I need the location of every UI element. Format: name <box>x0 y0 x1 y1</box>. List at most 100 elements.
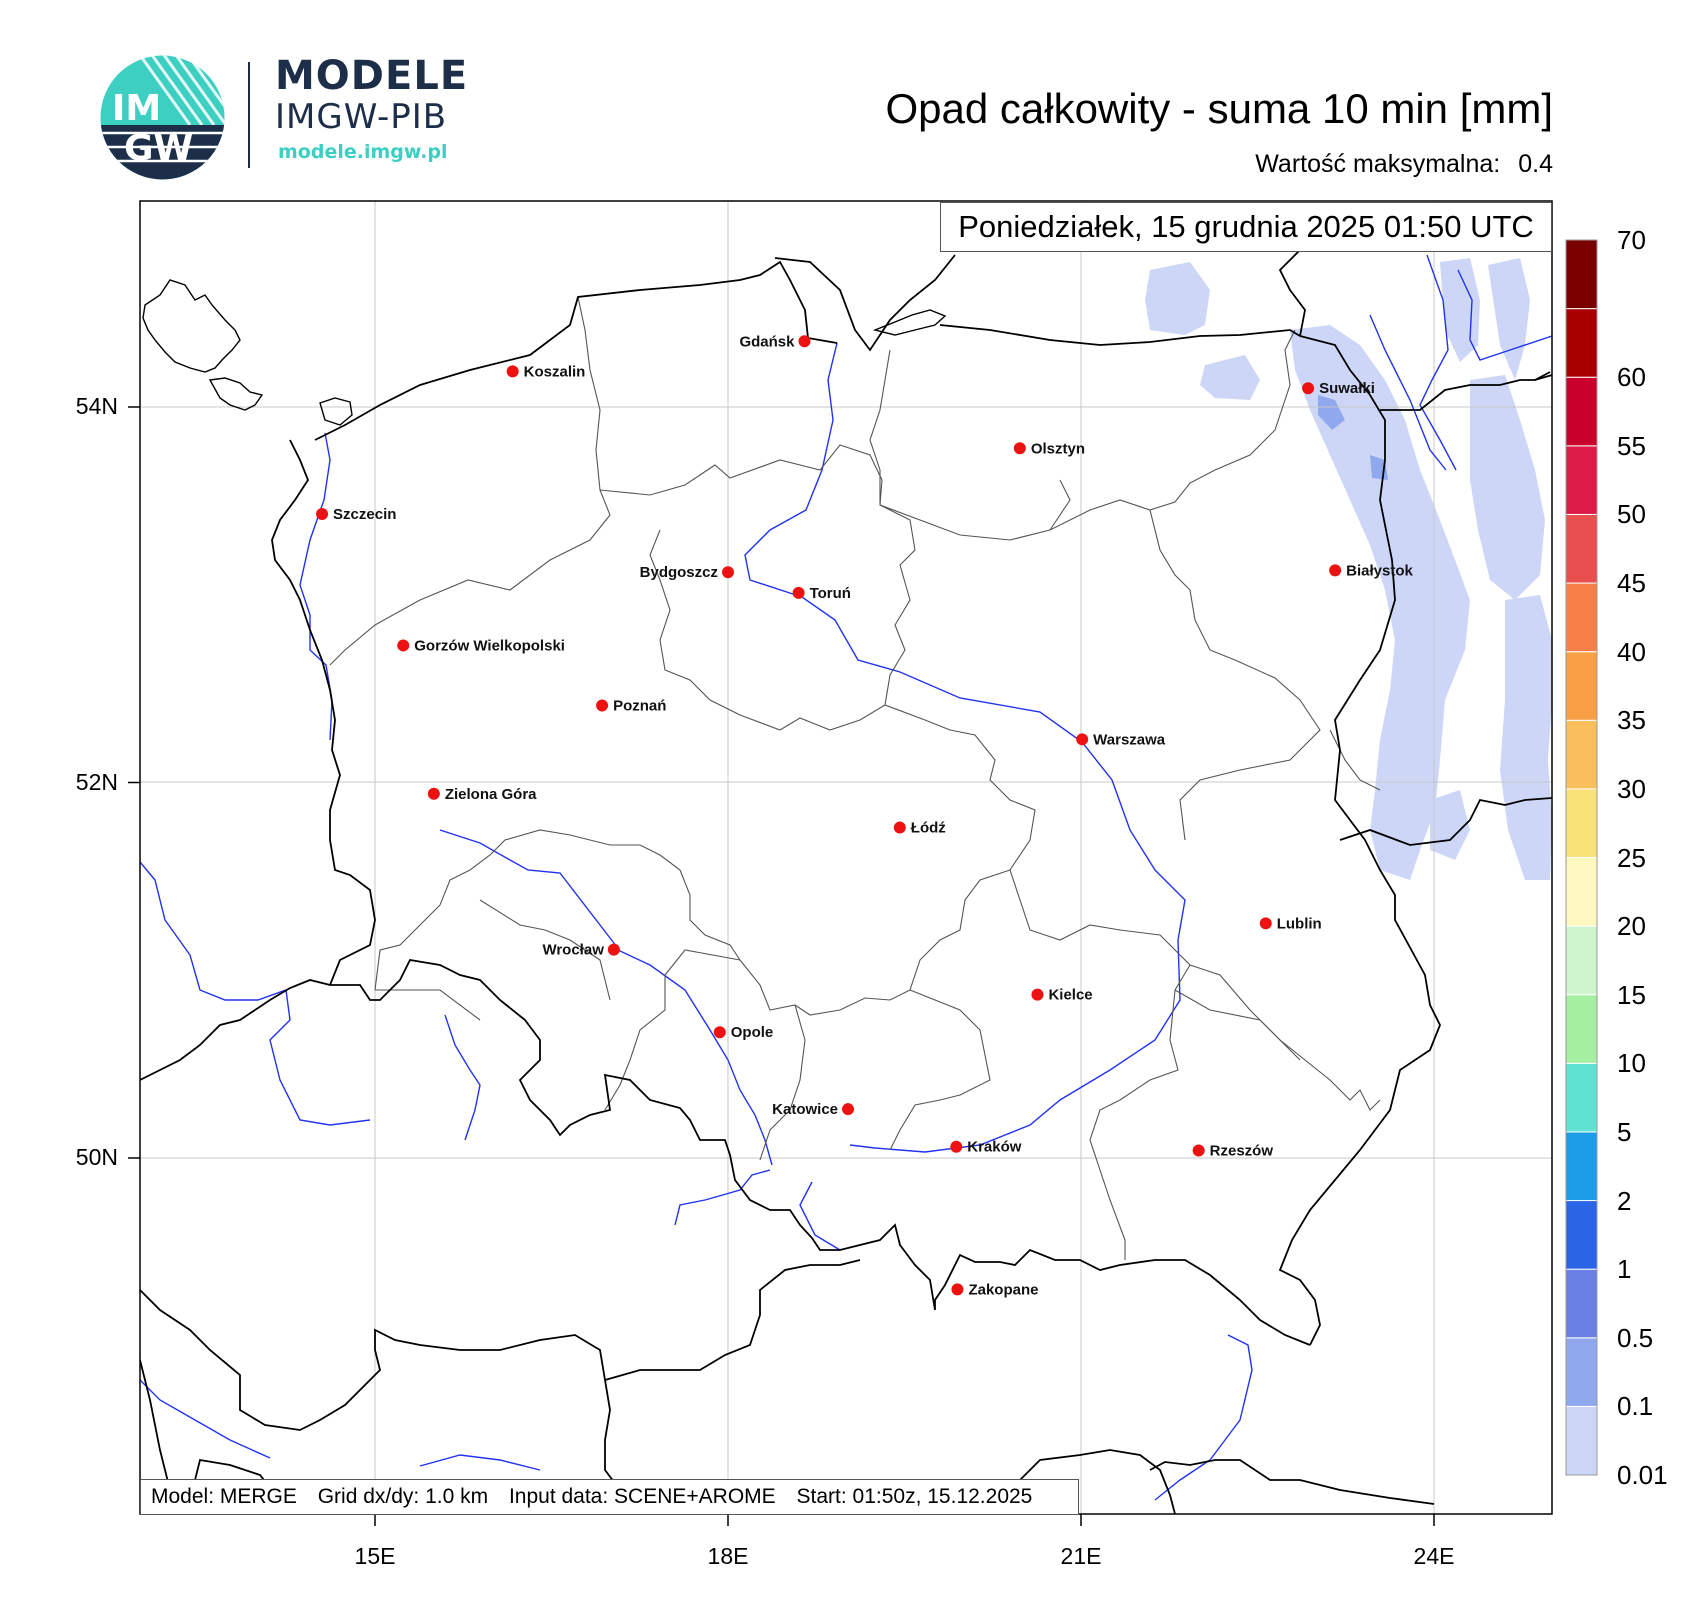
city-warszawa: Warszawa <box>1076 731 1166 748</box>
model-name: Model: MERGE <box>151 1485 297 1508</box>
colorbar-label: 40 <box>1617 636 1646 667</box>
city-katowice: Katowice <box>772 1101 855 1118</box>
imgw-logo: IM GW MODELE IMGW-PIB modele.imgw.pl <box>100 52 480 187</box>
city-label: Opole <box>731 1024 774 1041</box>
precipitation-field <box>1145 258 1552 880</box>
city-label: Katowice <box>772 1101 838 1118</box>
city-zakopane: Zakopane <box>951 1281 1038 1298</box>
city-bialystok: Białystok <box>1329 562 1414 579</box>
city-marker <box>798 335 811 348</box>
colorbar-box <box>1565 513 1598 584</box>
cities-layer: Koszalin Gdańsk Suwałki Olsztyn Szczecin Bydg… <box>316 333 1414 1298</box>
city-gorzow-wielkopolski: Gorzów Wielkopolski <box>397 637 565 654</box>
colorbar-label: 55 <box>1617 430 1646 461</box>
colorbar-box <box>1565 582 1598 653</box>
city-label: Szczecin <box>333 506 396 523</box>
city-kielce: Kielce <box>1031 987 1093 1004</box>
colorbar-label: 15 <box>1617 979 1646 1010</box>
city-label: Zielona Góra <box>445 786 537 803</box>
city-zielona-gora: Zielona Góra <box>427 786 537 803</box>
city-marker <box>842 1103 855 1116</box>
imgw-emblem-icon: IM GW <box>100 55 225 180</box>
colorbar-frame <box>1565 239 1598 1476</box>
colorbar-label: 1 <box>1617 1254 1632 1285</box>
logo-url: modele.imgw.pl <box>278 141 448 163</box>
city-marker <box>1076 733 1089 746</box>
lat-label: 54N <box>75 393 118 419</box>
city-label: Wrocław <box>542 942 604 959</box>
max-value-label: Wartość maksymalna: <box>1255 150 1501 178</box>
colorbar-label: 10 <box>1617 1048 1646 1079</box>
city-marker <box>397 639 410 652</box>
city-label: Gorzów Wielkopolski <box>414 637 565 654</box>
city-label: Rzeszów <box>1210 1142 1274 1159</box>
city-lodz: Łódź <box>893 820 946 837</box>
national-borders <box>140 239 1552 1514</box>
run-start: Start: 01:50z, 15.12.2025 <box>796 1485 1033 1508</box>
city-label: Zakopane <box>968 1281 1038 1298</box>
city-marker <box>607 943 620 956</box>
colorbar-label: 0.01 <box>1617 1460 1668 1490</box>
max-value-line: Wartość maksymalna: 0.4 <box>1255 152 1553 177</box>
colorbar-box <box>1565 239 1598 310</box>
colorbar-label: 45 <box>1617 568 1646 599</box>
colorbar-box <box>1565 376 1598 447</box>
lon-label: 24E <box>1413 1543 1455 1569</box>
lon-label: 21E <box>1060 1543 1102 1569</box>
lat-label: 52N <box>75 768 118 795</box>
axis-ticks <box>128 406 1435 1526</box>
city-krakow: Kraków <box>950 1139 1022 1156</box>
city-gdansk: Gdańsk <box>739 333 811 350</box>
emblem-text-top: IM <box>112 88 161 129</box>
valid-time-box: Poniedziałek, 15 grudnia 2025 01:50 UTC <box>940 202 1552 252</box>
city-label: Poznań <box>613 698 666 715</box>
city-torun: Toruń <box>792 585 851 602</box>
colorbar <box>1565 239 1598 1476</box>
input-data: Input data: SCENE+AROME <box>508 1485 776 1508</box>
colorbar-label: 0.1 <box>1617 1391 1654 1422</box>
city-marker <box>950 1140 963 1153</box>
colorbar-label: 30 <box>1617 773 1646 804</box>
city-rzeszow: Rzeszów <box>1192 1142 1274 1159</box>
colorbar-label: 20 <box>1617 911 1646 942</box>
max-value: 0.4 <box>1518 150 1553 178</box>
city-marker <box>893 821 906 834</box>
colorbar-box <box>1565 1405 1598 1476</box>
model-info-bar: Model: MERGE Grid dx/dy: 1.0 km Input da… <box>140 1479 1079 1515</box>
colorbar-label: 0.5 <box>1617 1322 1654 1353</box>
map-title: Opad całkowity - suma 10 min [mm] <box>885 85 1553 132</box>
rivers <box>140 254 1552 1501</box>
colorbar-box <box>1565 1337 1598 1407</box>
lon-label: 15E <box>354 1543 396 1569</box>
colorbar-box <box>1565 651 1598 721</box>
colorbar-label: 50 <box>1617 499 1646 530</box>
colorbar-box <box>1565 925 1598 996</box>
city-wroclaw: Wrocław <box>542 942 620 959</box>
colorbar-label: 5 <box>1617 1116 1632 1147</box>
city-label: Łódź <box>911 820 946 837</box>
city-label: Lublin <box>1277 915 1322 932</box>
city-szczecin: Szczecin <box>316 506 396 523</box>
city-marker <box>596 699 609 712</box>
city-label: Koszalin <box>524 363 586 380</box>
colorbar-label: 35 <box>1617 705 1646 736</box>
colorbar-label: 60 <box>1617 362 1646 393</box>
grid-spacing: Grid dx/dy: 1.0 km <box>317 1485 489 1508</box>
city-bydgoszcz: Bydgoszcz <box>640 564 734 581</box>
city-label: Suwałki <box>1319 380 1375 397</box>
city-marker <box>1329 564 1342 577</box>
colorbar-box <box>1565 788 1598 859</box>
city-marker <box>1259 917 1272 930</box>
city-marker <box>713 1026 726 1039</box>
city-koszalin: Koszalin <box>506 363 586 380</box>
city-opole: Opole <box>713 1024 774 1041</box>
graticule <box>140 201 1552 1514</box>
city-label: Kielce <box>1048 987 1092 1004</box>
city-label: Gdańsk <box>739 333 795 350</box>
city-label: Kraków <box>967 1139 1022 1156</box>
lon-label: 18E <box>707 1543 749 1569</box>
colorbar-label: 70 <box>1617 225 1646 255</box>
colorbar-box <box>1565 445 1598 515</box>
city-label: Toruń <box>810 585 851 602</box>
